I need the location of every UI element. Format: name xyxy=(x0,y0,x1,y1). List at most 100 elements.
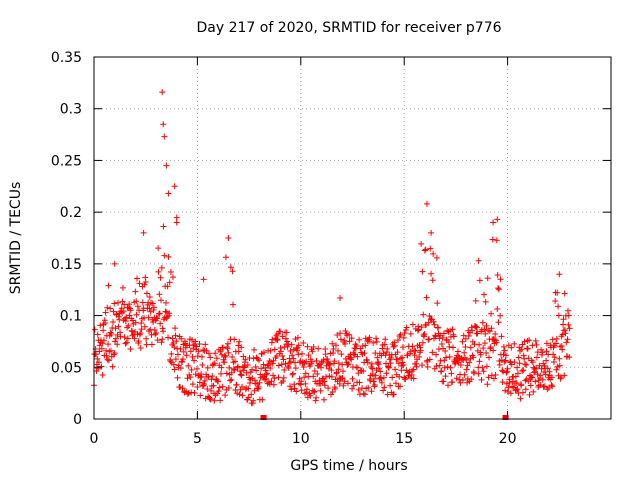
data-point xyxy=(384,391,391,398)
data-point xyxy=(159,336,166,343)
data-point xyxy=(285,364,292,371)
data-point xyxy=(239,383,246,390)
data-point xyxy=(323,373,330,380)
data-point xyxy=(140,229,147,236)
data-point xyxy=(338,351,345,358)
data-point xyxy=(191,357,198,364)
data-point xyxy=(95,365,102,372)
data-point xyxy=(534,371,541,378)
data-point xyxy=(189,353,196,360)
data-point xyxy=(435,346,442,353)
data-point xyxy=(174,351,181,358)
data-point xyxy=(120,308,127,315)
data-point xyxy=(554,289,561,296)
data-point xyxy=(304,343,311,350)
data-point xyxy=(369,365,376,372)
data-point xyxy=(465,333,472,340)
data-point xyxy=(229,301,236,308)
data-point xyxy=(305,352,312,359)
data-point xyxy=(291,385,298,392)
data-point xyxy=(440,330,447,337)
data-point xyxy=(356,379,363,386)
data-point xyxy=(271,346,278,353)
data-point xyxy=(263,370,270,377)
data-point xyxy=(454,348,461,355)
data-point xyxy=(542,371,549,378)
x-tick-label: 0 xyxy=(90,431,99,447)
data-point xyxy=(200,276,207,283)
data-point xyxy=(417,347,424,354)
data-point xyxy=(269,360,276,367)
data-point xyxy=(397,355,404,362)
data-point xyxy=(97,322,104,329)
y-tick-label: 0.05 xyxy=(51,360,82,376)
data-point xyxy=(302,370,309,377)
data-point xyxy=(145,314,152,321)
data-point xyxy=(513,380,520,387)
data-point xyxy=(200,346,207,353)
data-point xyxy=(416,353,423,360)
data-point xyxy=(481,340,488,347)
data-point xyxy=(162,308,169,315)
data-point xyxy=(409,343,416,350)
data-point xyxy=(410,375,417,382)
data-point xyxy=(259,396,266,403)
data-point xyxy=(526,337,533,344)
data-point xyxy=(158,264,165,271)
data-point xyxy=(105,357,112,364)
data-point xyxy=(171,183,178,190)
data-point xyxy=(189,381,196,388)
data-point xyxy=(153,330,160,337)
data-point xyxy=(480,345,487,352)
data-point xyxy=(149,300,156,307)
data-point xyxy=(124,335,131,342)
data-point xyxy=(467,355,474,362)
data-point xyxy=(137,344,144,351)
data-point xyxy=(121,301,128,308)
data-point xyxy=(328,367,335,374)
data-point xyxy=(481,326,488,333)
x-tick-label: 15 xyxy=(395,431,413,447)
data-point xyxy=(201,380,208,387)
data-point xyxy=(550,358,557,365)
data-point xyxy=(518,346,525,353)
data-point xyxy=(299,350,306,357)
data-point xyxy=(280,356,287,363)
data-point xyxy=(141,281,148,288)
data-point xyxy=(506,379,513,386)
data-point xyxy=(476,341,483,348)
data-point xyxy=(494,272,501,279)
data-point xyxy=(433,362,440,369)
data-point xyxy=(362,342,369,349)
data-point xyxy=(126,301,133,308)
data-point xyxy=(533,341,540,348)
data-point xyxy=(223,370,230,377)
data-point xyxy=(367,377,374,384)
data-point xyxy=(555,303,562,310)
data-point xyxy=(185,362,192,369)
data-point xyxy=(494,305,501,312)
data-point xyxy=(91,326,98,333)
data-point xyxy=(196,379,203,386)
data-point xyxy=(281,366,288,373)
data-point xyxy=(480,368,487,375)
grid xyxy=(94,57,611,419)
data-point xyxy=(424,363,431,370)
data-points xyxy=(91,89,573,407)
data-point xyxy=(279,353,286,360)
data-point xyxy=(169,274,176,281)
data-point xyxy=(539,376,546,383)
data-point xyxy=(530,388,537,395)
data-point xyxy=(123,339,130,346)
data-point xyxy=(485,374,492,381)
data-point xyxy=(483,349,490,356)
data-point xyxy=(482,298,489,305)
data-point xyxy=(360,368,367,375)
data-point xyxy=(345,360,352,367)
data-point xyxy=(227,264,234,271)
data-point xyxy=(240,353,247,360)
data-point xyxy=(150,304,157,311)
data-point xyxy=(566,354,573,361)
data-point xyxy=(143,290,150,297)
data-point xyxy=(270,381,277,388)
